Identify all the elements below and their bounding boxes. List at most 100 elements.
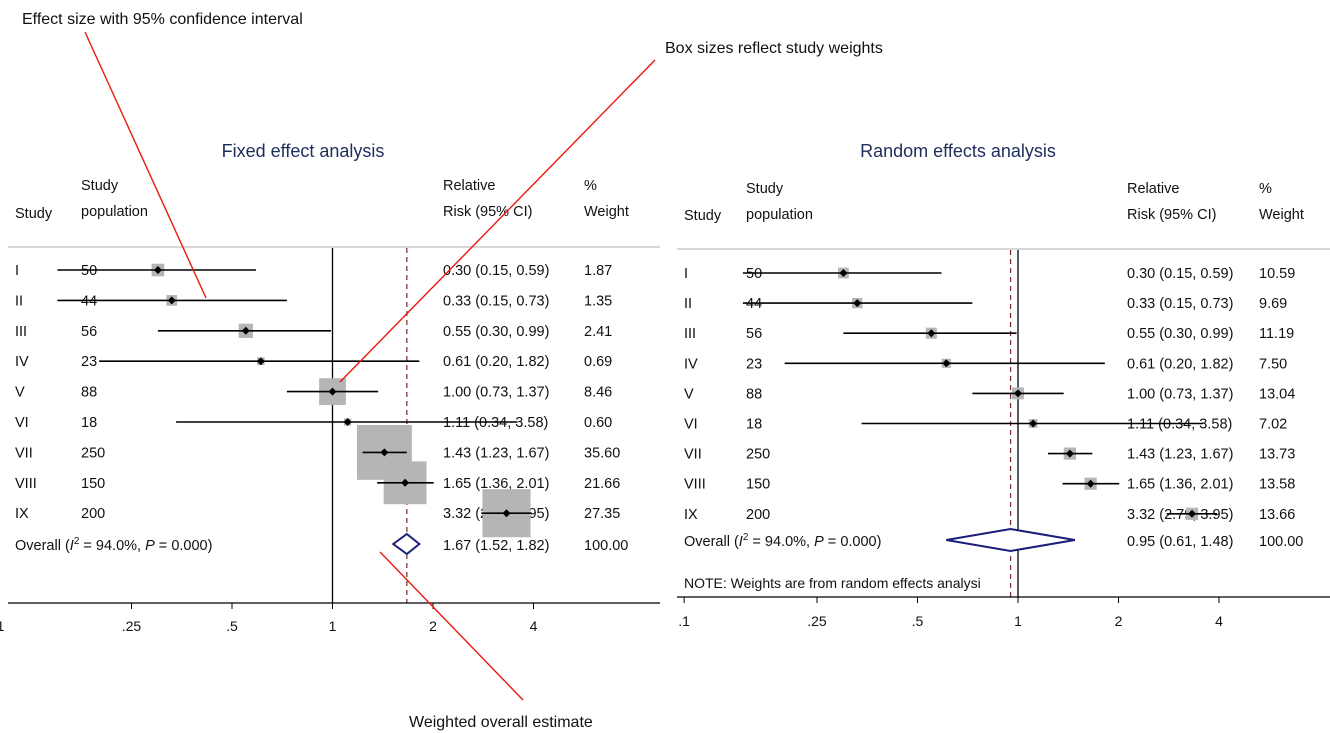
study-ci-label: 0.61 (0.20, 1.82)	[443, 354, 549, 370]
point-estimate-marker	[256, 357, 265, 366]
overall-diamond	[391, 532, 421, 556]
study-population-label: 150	[746, 477, 770, 493]
study-population-label: 250	[81, 445, 105, 461]
study-id-label: III	[15, 324, 27, 340]
point-estimate-marker	[839, 269, 848, 277]
header-population-1: Study	[746, 181, 784, 197]
study-ci-label: 0.55 (0.30, 0.99)	[1127, 326, 1233, 342]
study-ci-label: 0.30 (0.15, 0.59)	[443, 263, 549, 279]
x-tick-label: 2	[429, 618, 437, 634]
x-tick-label: .1	[678, 613, 690, 629]
study-id-label: V	[684, 386, 694, 402]
header-rr-2: Risk (95% CI)	[443, 204, 532, 220]
study-weight-label: 13.66	[1259, 507, 1295, 523]
point-estimate-marker	[343, 418, 352, 426]
study-id-label: VII	[684, 447, 702, 463]
study-id-label: I	[15, 263, 19, 279]
point-estimate-marker	[853, 299, 862, 308]
study-ci-label: 1.00 (0.73, 1.37)	[443, 385, 549, 401]
study-ci-label: 0.33 (0.15, 0.73)	[443, 293, 549, 309]
point-estimate-marker	[153, 266, 162, 274]
pointer-line-effect-size	[84, 31, 207, 299]
overall-ci-label: 0.95 (0.61, 1.48)	[1127, 534, 1233, 550]
x-tick-label: 1	[1014, 613, 1022, 629]
header-rr-1: Relative	[1127, 181, 1179, 197]
study-ci-label: 1.11 (0.34, 3.58)	[1127, 417, 1232, 433]
study-population-label: 50	[81, 263, 97, 279]
x-tick-label: 2	[1115, 613, 1123, 629]
point-estimate-marker	[1065, 449, 1074, 458]
study-ci-label: 1.65 (1.36, 2.01)	[443, 476, 549, 492]
pointer-line-box-sizes	[339, 59, 656, 383]
study-weight-label: 10.59	[1259, 266, 1295, 282]
study-population-label: 88	[746, 386, 762, 402]
study-weight-label: 35.60	[584, 445, 620, 461]
overall-weight-label: 100.00	[1259, 534, 1303, 550]
study-id-label: VII	[15, 445, 33, 461]
study-id-label: VI	[684, 417, 698, 433]
study-weight-label: 0.69	[584, 354, 612, 370]
study-ci-label: 1.65 (1.36, 2.01)	[1127, 477, 1233, 493]
point-estimate-marker	[1086, 479, 1095, 488]
study-weight-label: 7.02	[1259, 417, 1287, 433]
study-weight-label: 1.35	[584, 293, 612, 309]
overall-label: Overall (I2 = 94.0%, P = 0.000)	[15, 536, 212, 554]
annotation-overall-estimate: Weighted overall estimate	[409, 714, 593, 731]
study-id-label: I	[684, 266, 688, 282]
study-id-label: IV	[684, 356, 698, 372]
annotations: Effect size with 95% confidence interval…	[22, 11, 883, 731]
study-population-label: 50	[746, 266, 762, 282]
study-population-label: 150	[81, 476, 105, 492]
study-ci-label: 1.00 (0.73, 1.37)	[1127, 386, 1233, 402]
study-population-label: 56	[746, 326, 762, 342]
header-rr-1: Relative	[443, 178, 495, 194]
point-estimate-marker	[1029, 419, 1038, 428]
study-weight-label: 13.04	[1259, 386, 1295, 402]
header-weight-1: %	[1259, 181, 1272, 197]
x-tick-label: .1	[0, 618, 5, 634]
study-population-label: 23	[81, 354, 97, 370]
annotation-box-sizes: Box sizes reflect study weights	[665, 40, 883, 57]
header-study: Study	[684, 208, 722, 224]
study-ci-label: 0.55 (0.30, 0.99)	[443, 324, 549, 340]
study-id-label: VIII	[15, 476, 37, 492]
study-id-label: V	[15, 385, 25, 401]
study-population-label: 23	[746, 356, 762, 372]
point-estimate-marker	[1187, 509, 1196, 518]
pointer-line-overall	[379, 551, 524, 701]
study-weight-label: 21.66	[584, 476, 620, 492]
header-weight-2: Weight	[1259, 207, 1304, 223]
study-id-label: IX	[15, 506, 29, 522]
x-tick-label: 4	[1215, 613, 1223, 629]
panel-title: Fixed effect analysis	[222, 141, 385, 161]
study-population-label: 250	[746, 447, 770, 463]
note-text: NOTE: Weights are from random effects an…	[684, 575, 981, 591]
study-weight-label: 7.50	[1259, 356, 1287, 372]
header-rr-2: Risk (95% CI)	[1127, 207, 1216, 223]
study-ci-label: 0.61 (0.20, 1.82)	[1127, 356, 1233, 372]
overall-weight-label: 100.00	[584, 538, 628, 554]
x-tick-label: 4	[530, 618, 538, 634]
point-estimate-marker	[942, 359, 951, 368]
x-tick-label: .25	[122, 618, 142, 634]
header-study: Study	[15, 206, 53, 222]
study-population-label: 200	[746, 507, 770, 523]
fixed-effect-panel: Fixed effect analysis Study population S…	[0, 141, 660, 634]
study-weight-label: 0.60	[584, 415, 612, 431]
study-weight-label: 2.41	[584, 324, 612, 340]
study-population-label: 18	[81, 415, 97, 431]
x-tick-label: .25	[807, 613, 827, 629]
study-id-label: IV	[15, 354, 29, 370]
study-population-label: 18	[746, 417, 762, 433]
x-tick-label: .5	[912, 613, 924, 629]
point-estimate-marker	[401, 478, 410, 487]
study-weight-label: 9.69	[1259, 296, 1287, 312]
point-estimate-marker	[328, 387, 337, 396]
overall-ci-label: 1.67 (1.52, 1.82)	[443, 538, 549, 554]
study-weight-label: 27.35	[584, 506, 620, 522]
study-weight-label: 11.19	[1259, 326, 1294, 342]
annotation-effect-size: Effect size with 95% confidence interval	[22, 11, 303, 28]
study-population-label: 200	[81, 506, 105, 522]
overall-label: Overall (I2 = 94.0%, P = 0.000)	[684, 532, 881, 550]
